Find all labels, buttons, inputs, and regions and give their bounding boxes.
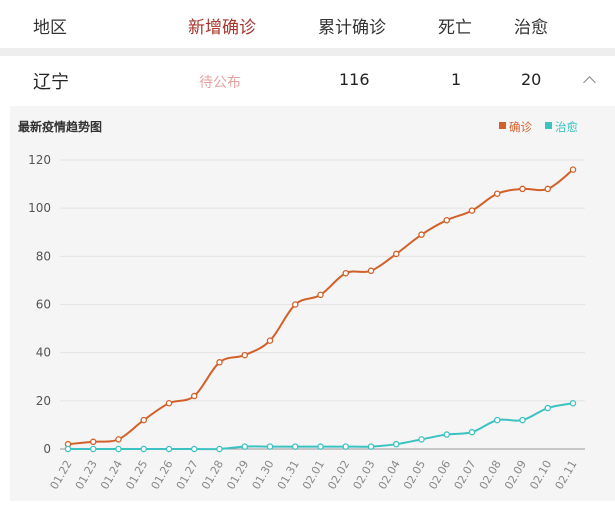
confirmed-point xyxy=(90,438,97,446)
header-deaths[interactable]: 死亡 xyxy=(438,18,472,38)
province-name: 辽宁 xyxy=(33,72,69,93)
confirmed-point xyxy=(266,337,274,344)
legend-label-recovered: 治愈 xyxy=(555,120,578,134)
x-tick-label: 01.30 xyxy=(250,458,277,492)
recovered-point xyxy=(64,445,72,453)
recovered-point xyxy=(342,443,349,450)
confirmed-point xyxy=(317,291,324,299)
x-tick-label: 02.10 xyxy=(527,458,554,492)
province-deaths: 1 xyxy=(451,70,462,89)
legend-label-confirmed: 确诊 xyxy=(509,120,532,134)
confirmed-point xyxy=(115,436,122,443)
confirmed-point xyxy=(443,216,450,224)
recovered-point xyxy=(519,416,526,424)
confirmed-point xyxy=(392,250,400,258)
confirmed-point xyxy=(418,231,425,238)
x-tick-label: 02.03 xyxy=(351,458,378,492)
y-tick-label: 40 xyxy=(36,346,51,360)
x-tick-label: 02.06 xyxy=(426,458,453,492)
x-tick-label: 01.26 xyxy=(149,458,176,492)
recovered-point xyxy=(443,431,450,438)
confirmed-point xyxy=(342,269,349,277)
recovered-point xyxy=(418,436,425,443)
recovered-point xyxy=(544,404,552,412)
confirmed-point xyxy=(468,207,476,214)
x-tick-label: 01.25 xyxy=(123,458,150,492)
header-region: 地区 xyxy=(33,18,67,38)
header-separator xyxy=(0,48,615,56)
confirmed-series-line xyxy=(67,168,574,446)
x-tick-label: 01.28 xyxy=(199,458,226,492)
chart-legend: 确诊 治愈 xyxy=(499,120,578,134)
province-new-confirmed: 待公布 xyxy=(199,75,241,91)
x-tick-label: 02.08 xyxy=(477,458,504,492)
recovered-series-line xyxy=(68,402,574,451)
recovered-point xyxy=(190,445,198,453)
y-tick-label: 60 xyxy=(36,298,51,312)
recovered-point xyxy=(569,399,577,407)
recovered-point xyxy=(266,443,274,450)
y-tick-label: 80 xyxy=(36,249,51,263)
province-recovered: 20 xyxy=(521,70,542,89)
y-tick-label: 120 xyxy=(28,153,51,167)
confirmed-point xyxy=(241,351,248,359)
recovered-point xyxy=(291,443,299,450)
x-tick-label: 02.05 xyxy=(401,458,428,492)
confirmed-point xyxy=(216,359,223,366)
x-tick-label: 02.01 xyxy=(300,458,327,492)
confirmed-point xyxy=(569,166,577,173)
y-tick-label: 100 xyxy=(28,201,51,215)
header-recovered[interactable]: 治愈 xyxy=(514,18,548,38)
province-total-confirmed: 116 xyxy=(339,70,370,89)
x-tick-label: 01.27 xyxy=(174,458,201,492)
recovered-point xyxy=(367,443,375,450)
recovered-point xyxy=(90,445,97,453)
recovered-point xyxy=(140,445,147,453)
y-tick-label: 0 xyxy=(43,442,51,456)
recovered-point xyxy=(392,440,400,448)
recovered-point xyxy=(493,416,501,424)
x-tick-label: 02.11 xyxy=(553,458,580,492)
recovered-point xyxy=(317,443,324,450)
x-tick-label: 02.02 xyxy=(325,458,352,492)
confirmed-point xyxy=(519,185,526,193)
recovered-point xyxy=(115,445,122,453)
recovered-point xyxy=(468,428,476,436)
recovered-point xyxy=(241,443,248,450)
confirmed-point xyxy=(544,185,552,193)
legend-swatch-recovered xyxy=(545,122,552,129)
x-tick-label: 01.23 xyxy=(73,458,100,492)
confirmed-point xyxy=(165,399,173,407)
confirmed-point xyxy=(140,416,147,424)
confirmed-point xyxy=(190,392,198,400)
confirmed-point xyxy=(493,190,501,197)
header-new-confirmed[interactable]: 新增确诊 xyxy=(188,18,256,38)
recovered-point xyxy=(165,445,173,453)
legend-swatch-confirmed xyxy=(499,122,506,129)
province-row[interactable]: 辽宁 待公布 116 1 20 xyxy=(0,56,615,104)
y-tick-label: 20 xyxy=(36,394,51,408)
chart-title: 最新疫情趋势图 xyxy=(18,119,102,134)
x-tick-label: 02.09 xyxy=(502,458,529,492)
recovered-point xyxy=(216,445,223,453)
x-tick-label: 01.24 xyxy=(98,458,125,492)
confirmed-point xyxy=(291,301,299,308)
header-total-confirmed[interactable]: 累计确诊 xyxy=(318,18,386,38)
x-tick-label: 01.31 xyxy=(275,458,302,492)
x-tick-label: 01.22 xyxy=(48,458,75,492)
x-tick-label: 02.04 xyxy=(376,458,403,492)
confirmed-point xyxy=(367,267,375,275)
trend-chart: 最新疫情趋势图 确诊 治愈 0 20 40 60 80 100 120 01.2201.23… xyxy=(18,119,585,492)
x-tick-label: 01.29 xyxy=(224,458,251,492)
x-tick-label: 02.07 xyxy=(452,458,479,492)
table-header: 地区 新增确诊 累计确诊 死亡 治愈 xyxy=(0,0,615,48)
trend-chart-panel: 最新疫情趋势图 确诊 治愈 0 20 40 60 80 100 120 01.22 01.23… xyxy=(10,106,615,501)
